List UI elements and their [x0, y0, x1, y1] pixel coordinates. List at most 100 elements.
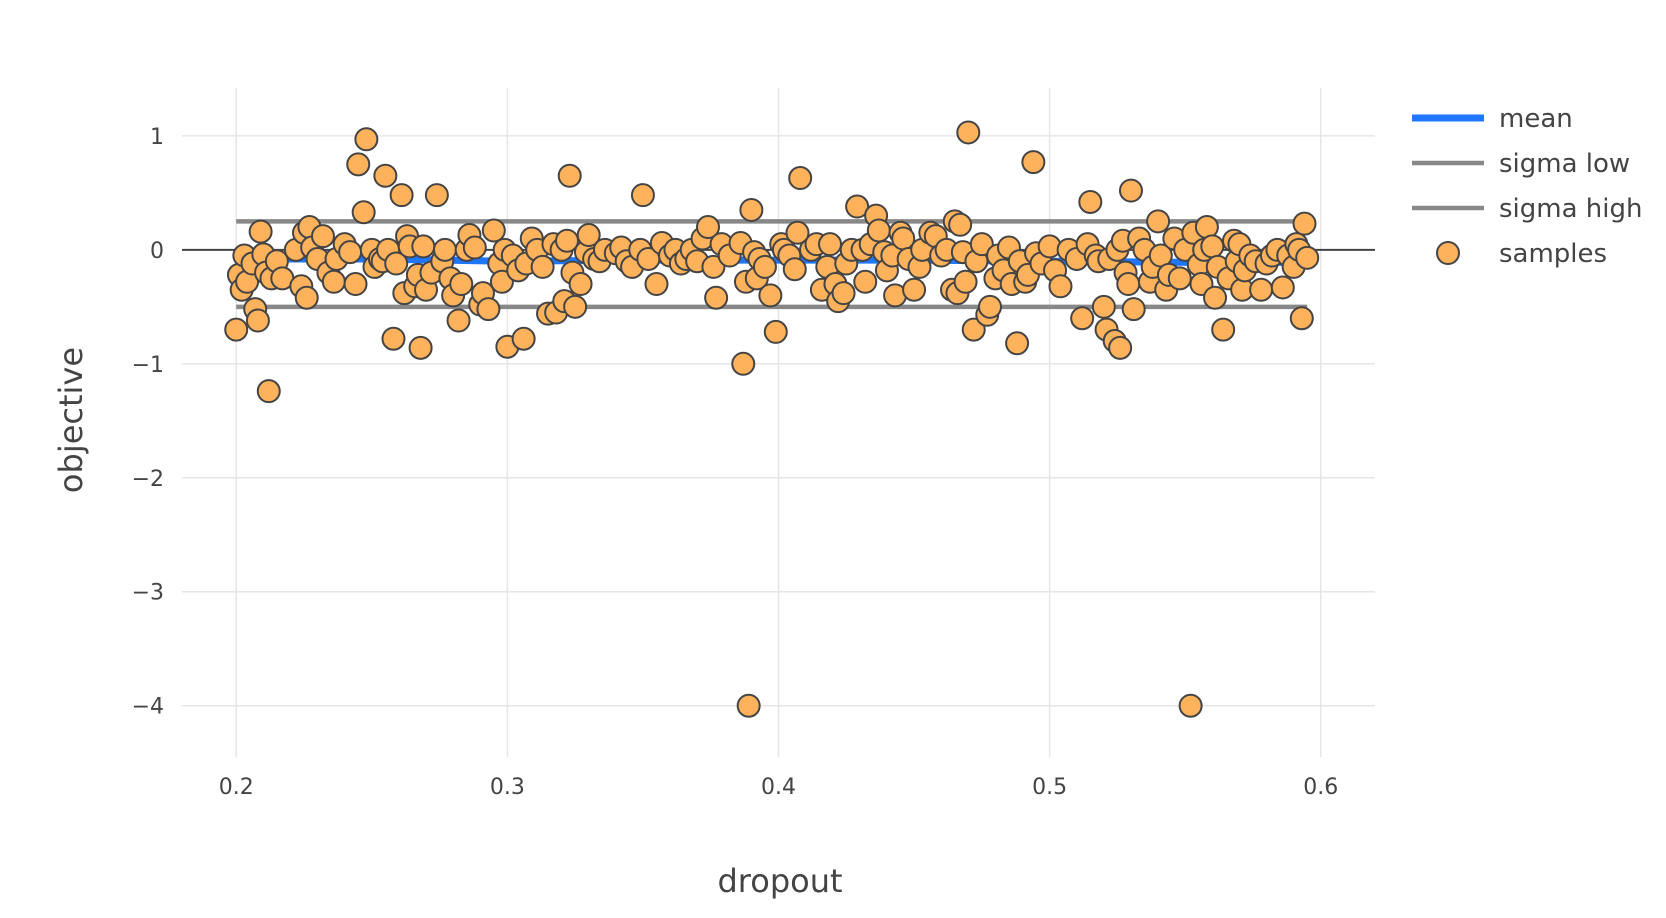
sample-point: [248, 219, 273, 244]
sample-point: [1295, 245, 1320, 270]
sample-point: [381, 326, 406, 351]
sample-point: [576, 223, 601, 248]
sample-point: [739, 197, 764, 222]
sample-point: [752, 254, 777, 279]
sample-point: [1292, 211, 1317, 236]
sample-point: [763, 319, 788, 344]
sample-point: [555, 228, 580, 253]
y-tick-label: −2: [132, 467, 164, 492]
sample-point: [411, 234, 436, 259]
sample-point: [568, 272, 593, 297]
x-axis-title: dropout: [717, 862, 842, 900]
sample-point: [953, 269, 978, 294]
sample-point: [449, 272, 474, 297]
sample-point: [1005, 331, 1030, 356]
sample-point: [310, 224, 335, 249]
y-tick-label: −3: [132, 581, 164, 606]
sample-point: [338, 240, 363, 265]
sample-point: [389, 183, 414, 208]
legend-label-sigma-low: sigma low: [1499, 149, 1630, 179]
sample-point: [701, 254, 726, 279]
sample-point: [969, 232, 994, 257]
sample-point: [446, 308, 471, 333]
sample-point: [1211, 317, 1236, 342]
x-tick-label: 0.2: [219, 775, 254, 800]
sample-point: [354, 127, 379, 152]
sample-point: [1270, 275, 1295, 300]
legend-label-samples: samples: [1499, 239, 1607, 269]
sample-point: [1070, 306, 1095, 331]
sample-point: [1078, 189, 1103, 214]
sample-point: [557, 163, 582, 188]
sample-point: [630, 183, 655, 208]
sample-point: [902, 277, 927, 302]
sample-point: [384, 251, 409, 276]
grid-lines: [182, 88, 1375, 757]
sample-point: [845, 194, 870, 219]
legend-label-sigma-high: sigma high: [1499, 194, 1642, 224]
sample-point: [831, 281, 856, 306]
sample-point: [866, 218, 891, 243]
y-tick-label: −1: [132, 353, 164, 378]
sample-point: [1108, 335, 1133, 360]
sample-point: [961, 317, 986, 342]
y-axis-title: objective: [52, 347, 90, 493]
sample-point: [530, 254, 555, 279]
y-tick-label: 0: [150, 239, 164, 264]
legend-label-mean: mean: [1499, 104, 1573, 134]
sample-point: [758, 283, 783, 308]
y-tick-label: −4: [132, 695, 164, 720]
sample-point: [782, 257, 807, 282]
sample-point: [224, 317, 249, 342]
sample-point: [481, 218, 506, 243]
sample-point: [788, 166, 813, 191]
sample-point: [424, 183, 449, 208]
sample-point: [1091, 294, 1116, 319]
sample-point: [704, 285, 729, 310]
sample-point: [956, 120, 981, 145]
sample-point: [785, 220, 810, 245]
sample-point: [1021, 150, 1046, 175]
sample-point: [1146, 209, 1171, 234]
sample-point: [1048, 274, 1073, 299]
sample-point: [351, 200, 376, 225]
sample-point: [818, 232, 843, 257]
sample-point: [256, 379, 281, 404]
legend: mean sigma low sigma high samples: [1412, 104, 1642, 269]
sample-point: [563, 294, 588, 319]
sample-point: [346, 152, 371, 177]
sample-point: [408, 335, 433, 360]
sample-point: [736, 693, 761, 718]
y-tick-label: 1: [150, 125, 164, 150]
sample-point: [731, 351, 756, 376]
sample-point: [245, 308, 270, 333]
sample-point: [1167, 266, 1192, 291]
sample-point: [1178, 693, 1203, 718]
sample-point: [1200, 234, 1225, 259]
sample-point: [948, 212, 973, 237]
sample-point: [1121, 297, 1146, 322]
sample-point: [696, 215, 721, 240]
sample-point: [1289, 306, 1314, 331]
sample-point: [853, 269, 878, 294]
sample-point: [462, 235, 487, 260]
sample-point: [977, 294, 1002, 319]
sample-points: [224, 120, 1320, 718]
sample-point: [1116, 272, 1141, 297]
sample-point: [644, 272, 669, 297]
x-tick-label: 0.3: [490, 775, 525, 800]
sample-point: [489, 269, 514, 294]
sample-point: [511, 326, 536, 351]
sample-point: [1249, 277, 1274, 302]
sample-point: [433, 237, 458, 262]
legend-swatch-samples: [1436, 241, 1460, 265]
x-tick-label: 0.6: [1303, 775, 1338, 800]
sample-point: [476, 297, 501, 322]
tick-labels: 0.2 0.3 0.4 0.5 0.6 1 0 −1 −2 −3 −4: [132, 125, 1339, 800]
sample-point: [321, 269, 346, 294]
x-tick-label: 0.4: [761, 775, 796, 800]
sample-point: [1118, 178, 1143, 203]
sample-point: [1203, 285, 1228, 310]
